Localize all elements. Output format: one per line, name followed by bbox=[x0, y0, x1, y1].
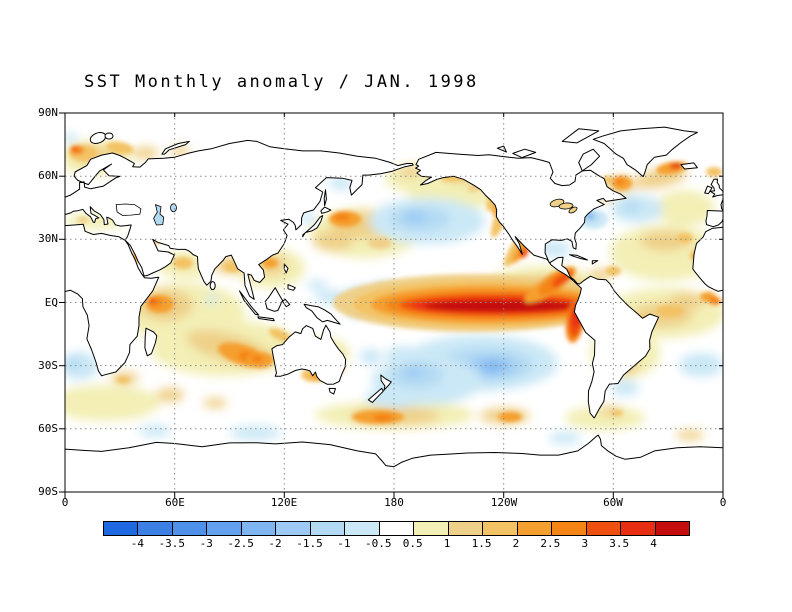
y-tick-90n: 90N bbox=[38, 106, 58, 119]
x-tick-60e: 60E bbox=[165, 496, 185, 509]
colorbar-tick-label: 2.5 bbox=[540, 537, 561, 550]
colorbar-segment bbox=[516, 522, 552, 535]
colorbar-segment bbox=[171, 522, 207, 535]
aral-sea bbox=[170, 203, 177, 213]
colorbar-tick-label: -3.5 bbox=[158, 537, 186, 550]
colorbar-segment bbox=[482, 522, 517, 535]
y-tick-30s: 30S bbox=[38, 359, 58, 372]
x-tick-60w: 60W bbox=[603, 496, 623, 509]
x-tick-180: 180 bbox=[384, 496, 404, 509]
colorbar-segment bbox=[413, 522, 448, 535]
graticule bbox=[65, 113, 723, 492]
colorbar-tick-label: -3 bbox=[199, 537, 213, 550]
colorbar bbox=[103, 521, 690, 536]
colorbar-segment bbox=[551, 522, 586, 535]
y-tick-60s: 60S bbox=[38, 422, 58, 435]
x-tick-120w: 120W bbox=[490, 496, 518, 509]
y-tick-eq: EQ bbox=[44, 296, 58, 309]
colorbar-tick-label: -2.5 bbox=[227, 537, 254, 550]
colorbar-tick-label: -0.5 bbox=[365, 537, 392, 550]
colorbar-tick-label: 1 bbox=[443, 537, 451, 550]
lakes bbox=[115, 198, 578, 226]
colorbar-segment bbox=[240, 522, 276, 535]
colorbar-segment bbox=[344, 522, 379, 535]
colorbar-segment bbox=[447, 522, 483, 535]
x-tick-0-right: 0 bbox=[719, 496, 727, 509]
great-lakes bbox=[568, 206, 578, 214]
colorbar-segment bbox=[206, 522, 241, 535]
coastlines bbox=[65, 126, 723, 492]
x-tick-0-left: 0 bbox=[61, 496, 69, 509]
colorbar-tick-label: -4 bbox=[130, 537, 145, 550]
y-tick-30n: 30N bbox=[38, 232, 58, 245]
colorbar-segment bbox=[275, 522, 310, 535]
colorbar-tick-label: 2 bbox=[512, 537, 520, 550]
colorbar-tick-label: -1 bbox=[337, 537, 351, 550]
black-sea bbox=[115, 203, 142, 216]
caspian-sea bbox=[153, 203, 165, 226]
colorbar-segment bbox=[654, 522, 689, 535]
y-tick-90s: 90S bbox=[38, 485, 58, 498]
colorbar-tick-label: 0.5 bbox=[402, 537, 423, 550]
colorbar-segment bbox=[104, 522, 138, 535]
colorbar-tick-label: 1.5 bbox=[471, 537, 492, 550]
x-tick-120e: 120E bbox=[270, 496, 298, 509]
colorbar-segment bbox=[620, 522, 655, 535]
colorbar-segment bbox=[378, 522, 414, 535]
colorbar-tick-label: -2 bbox=[268, 537, 282, 550]
axis-ticks bbox=[59, 112, 724, 498]
colorbar-tick-label: -1.5 bbox=[296, 537, 323, 550]
colorbar-tick-label: 3.5 bbox=[609, 537, 630, 550]
y-tick-60n: 60N bbox=[38, 169, 58, 182]
colorbar-tick-label: 3 bbox=[581, 537, 589, 550]
colorbar-segment bbox=[309, 522, 345, 535]
colorbar-labels: -4 -3.5 -3 -2.5 -2 -1.5 -1 -0.5 0.5 1 1.5 2 2.5 3 3.5 4 bbox=[103, 538, 690, 552]
colorbar-segment bbox=[585, 522, 621, 535]
great-lakes bbox=[558, 202, 574, 210]
page-title: SST Monthly anomaly / JAN. 1998 bbox=[84, 72, 479, 92]
colorbar-segment bbox=[137, 522, 172, 535]
colorbar-tick-label: 4 bbox=[650, 537, 657, 550]
